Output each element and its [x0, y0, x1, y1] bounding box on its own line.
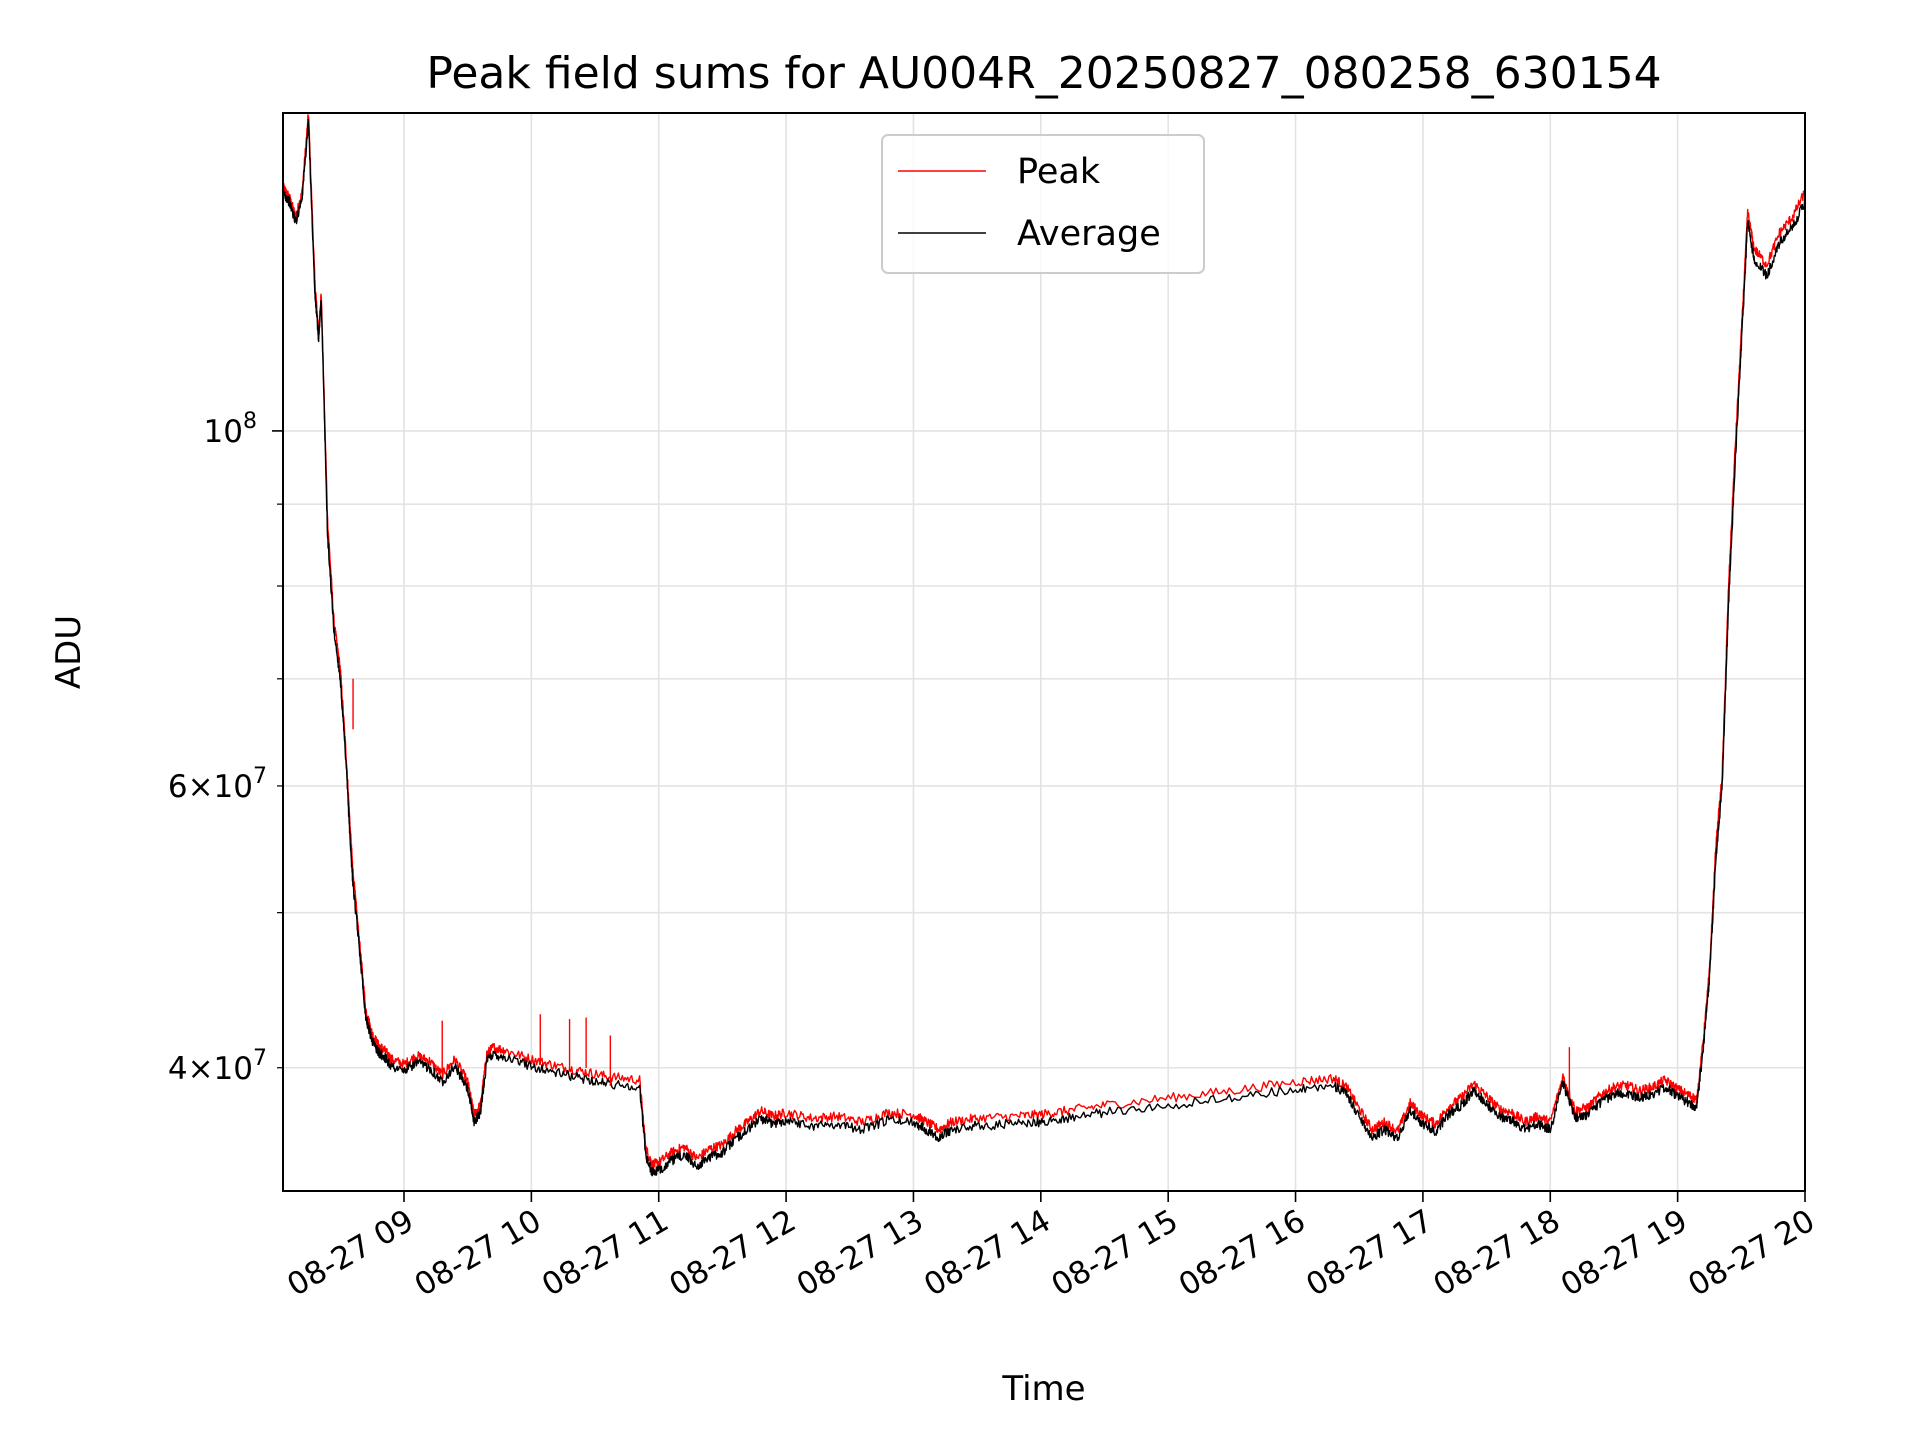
chart-title: Peak field sums for AU004R_20250827_0802…	[426, 48, 1661, 99]
grid	[283, 113, 1806, 1191]
y-tick-label: 4×107	[168, 1046, 267, 1087]
series-layer	[283, 114, 1805, 1177]
y-axis-ticks: 4×107 6×107 108	[168, 409, 283, 1087]
y-tick-label: 108	[204, 409, 257, 450]
legend-box	[881, 134, 1205, 274]
plot-area	[283, 114, 1805, 1177]
legend-label-peak: Peak	[1017, 152, 1101, 192]
x-axis-label: Time	[1001, 1369, 1085, 1409]
y-tick-label: 6×107	[168, 764, 267, 805]
series-line-average	[283, 118, 1805, 1177]
plot-frame	[282, 112, 1806, 1192]
legend-label-average: Average	[1017, 214, 1161, 254]
y-axis-label: ADU	[49, 615, 89, 689]
legend: Peak Average	[881, 134, 1205, 274]
